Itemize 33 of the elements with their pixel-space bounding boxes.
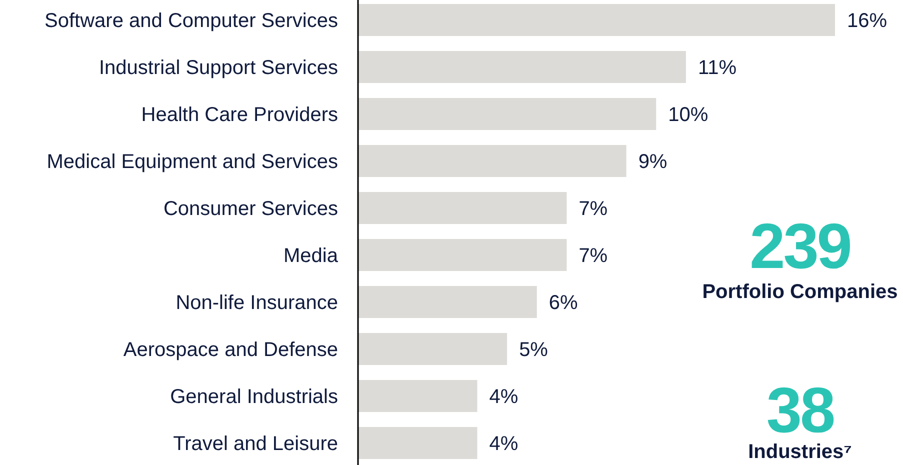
data-label: 7% — [578, 198, 608, 220]
data-label: 16% — [847, 10, 888, 32]
y-tick-label: Travel and Leisure — [173, 433, 338, 455]
data-label: 6% — [548, 292, 578, 314]
data-label: 9% — [638, 151, 668, 173]
y-tick-label: Software and Computer Services — [44, 10, 338, 32]
y-tick-label: General Industrials — [170, 386, 338, 408]
bar — [358, 239, 567, 271]
bar — [358, 145, 626, 177]
bar — [358, 286, 537, 318]
bar — [358, 380, 478, 412]
data-label: 10% — [668, 104, 708, 126]
bar — [358, 192, 567, 224]
bar — [358, 4, 835, 36]
y-tick-label: Aerospace and Defense — [123, 339, 338, 361]
data-label: 11% — [698, 57, 737, 79]
y-tick-label: Medical Equipment and Services — [46, 151, 338, 173]
bar — [358, 51, 686, 83]
data-label: 4% — [489, 433, 518, 455]
bar — [358, 98, 656, 130]
annotation: 239 — [750, 210, 851, 282]
data-label: 4% — [489, 386, 518, 408]
data-label: 7% — [578, 245, 608, 267]
bar — [358, 427, 478, 459]
y-tick-label: Consumer Services — [163, 198, 338, 220]
y-tick-label: Health Care Providers — [141, 104, 338, 126]
data-label: 5% — [519, 339, 548, 361]
annotation: Portfolio Companies — [702, 281, 898, 303]
bar — [358, 333, 508, 365]
y-tick-label: Media — [284, 245, 339, 267]
y-tick-label: Industrial Support Services — [98, 57, 338, 79]
annotation: Industries⁷ — [748, 441, 852, 463]
y-tick-label: Non-life Insurance — [176, 292, 338, 314]
